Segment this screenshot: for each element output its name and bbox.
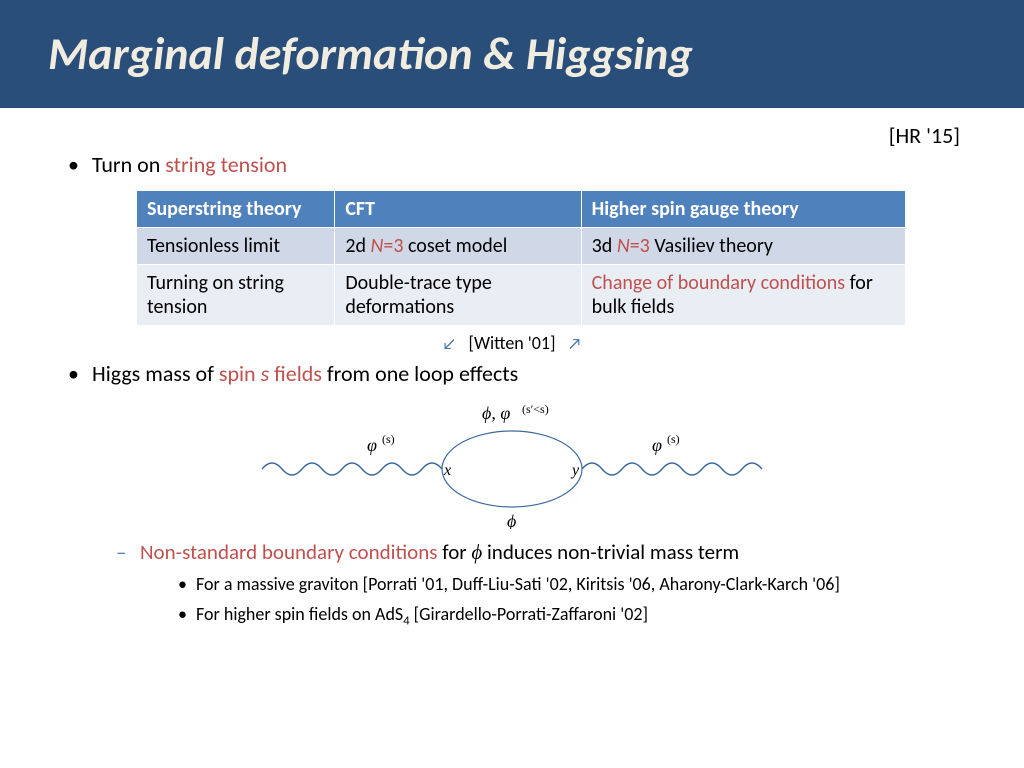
ss-graviton: For a massive graviton [Porrati '01, Duf…	[176, 573, 960, 595]
sub1-mid: for	[437, 539, 471, 565]
r1c2-eq: =3	[383, 234, 403, 258]
slide-title: Marginal deformation & Higgsing	[48, 26, 693, 82]
table-row: Turning on string tension Double-trace t…	[137, 265, 906, 326]
svg-text:y: y	[570, 462, 580, 479]
bullet-2-hl: spin s fields	[219, 360, 322, 387]
sub1-post: induces non-trivial mass term	[482, 539, 739, 565]
th-cft: CFT	[335, 191, 581, 228]
svg-text:ϕ: ϕ	[507, 511, 516, 529]
td-tensionless: Tensionless limit	[137, 228, 335, 265]
bullet-1-pre: Turn on	[92, 151, 165, 178]
svg-text:(s): (s)	[667, 432, 680, 446]
main-bullet-list-2: Higgs mass of spin s fields from one loo…	[64, 360, 960, 387]
r2c3-hl: Change of boundary conditions	[592, 271, 845, 295]
sub-sub-list: For a massive graviton [Porrati '01, Duf…	[140, 573, 960, 629]
theory-table: Superstring theory CFT Higher spin gauge…	[136, 190, 906, 326]
feynman-diagram: x y ϕ, φ (s′<s) φ (s) φ (s) ϕ	[64, 399, 960, 529]
ss2-pre: For higher spin fields on AdS	[196, 603, 403, 625]
r1c3-n: N	[617, 234, 630, 258]
r1c3-pre: 3d	[592, 234, 617, 258]
main-bullet-list: Turn on string tension	[64, 151, 960, 178]
b2-s: s	[261, 360, 270, 387]
sub-bullet-boundary: Non-standard boundary conditions for ϕ i…	[112, 539, 960, 629]
loop-diagram-svg: x y ϕ, φ (s′<s) φ (s) φ (s) ϕ	[232, 399, 792, 529]
sub1-phi: ϕ	[471, 540, 482, 564]
arrow-right-icon: ↗	[568, 335, 582, 354]
r1c3-eq: =3	[630, 234, 650, 258]
content-area: [HR '15] Turn on string tension Superstr…	[0, 108, 1024, 629]
td-coset: 2d N=3 coset model	[335, 228, 581, 265]
svg-text:(s′<s): (s′<s)	[522, 402, 549, 416]
bullet-1-highlight: string tension	[165, 151, 287, 178]
td-double-trace: Double-trace type deformations	[335, 265, 581, 326]
r1c2-n: N	[370, 234, 383, 258]
svg-text:φ: φ	[652, 435, 662, 455]
svg-text:(s): (s)	[382, 432, 395, 446]
witten-label: [Witten '01]	[468, 332, 555, 354]
bullet-string-tension: Turn on string tension	[64, 151, 960, 178]
bullet-2-pre: Higgs mass of	[92, 360, 219, 387]
ss-ads4: For higher spin fields on AdS4 [Girardel…	[176, 603, 960, 629]
svg-text:x: x	[443, 462, 451, 479]
bullet-higgs-mass: Higgs mass of spin s fields from one loo…	[64, 360, 960, 387]
witten-citation: ↙ [Witten '01] ↗	[64, 332, 960, 354]
r1c3-post: Vasiliev theory	[650, 234, 773, 258]
td-vasiliev: 3d N=3 Vasiliev theory	[581, 228, 905, 265]
ss2-post: [Girardello-Porrati-Zaffaroni '02]	[410, 603, 648, 625]
r1c2-pre: 2d	[345, 234, 370, 258]
svg-text:ϕ, φ: ϕ, φ	[482, 403, 510, 423]
svg-text:φ: φ	[367, 435, 377, 455]
td-boundary: Change of boundary conditions for bulk f…	[581, 265, 905, 326]
bullet-2-post: from one loop effects	[322, 360, 518, 387]
th-higher-spin: Higher spin gauge theory	[581, 191, 905, 228]
table-header-row: Superstring theory CFT Higher spin gauge…	[137, 191, 906, 228]
theory-table-wrap: Superstring theory CFT Higher spin gauge…	[136, 190, 906, 326]
td-turning-on: Turning on string tension	[137, 265, 335, 326]
b2-fields: fields	[269, 360, 322, 387]
th-superstring: Superstring theory	[137, 191, 335, 228]
arrow-left-icon: ↙	[442, 335, 456, 354]
title-bar: Marginal deformation & Higgsing	[0, 0, 1024, 108]
citation-top-right: [HR '15]	[64, 122, 960, 149]
sub-bullet-list: Non-standard boundary conditions for ϕ i…	[64, 539, 960, 629]
table-row: Tensionless limit 2d N=3 coset model 3d …	[137, 228, 906, 265]
b2-spin: spin	[219, 360, 261, 387]
r1c2-post: coset model	[403, 234, 507, 258]
sub1-hl: Non-standard boundary conditions	[140, 539, 437, 565]
